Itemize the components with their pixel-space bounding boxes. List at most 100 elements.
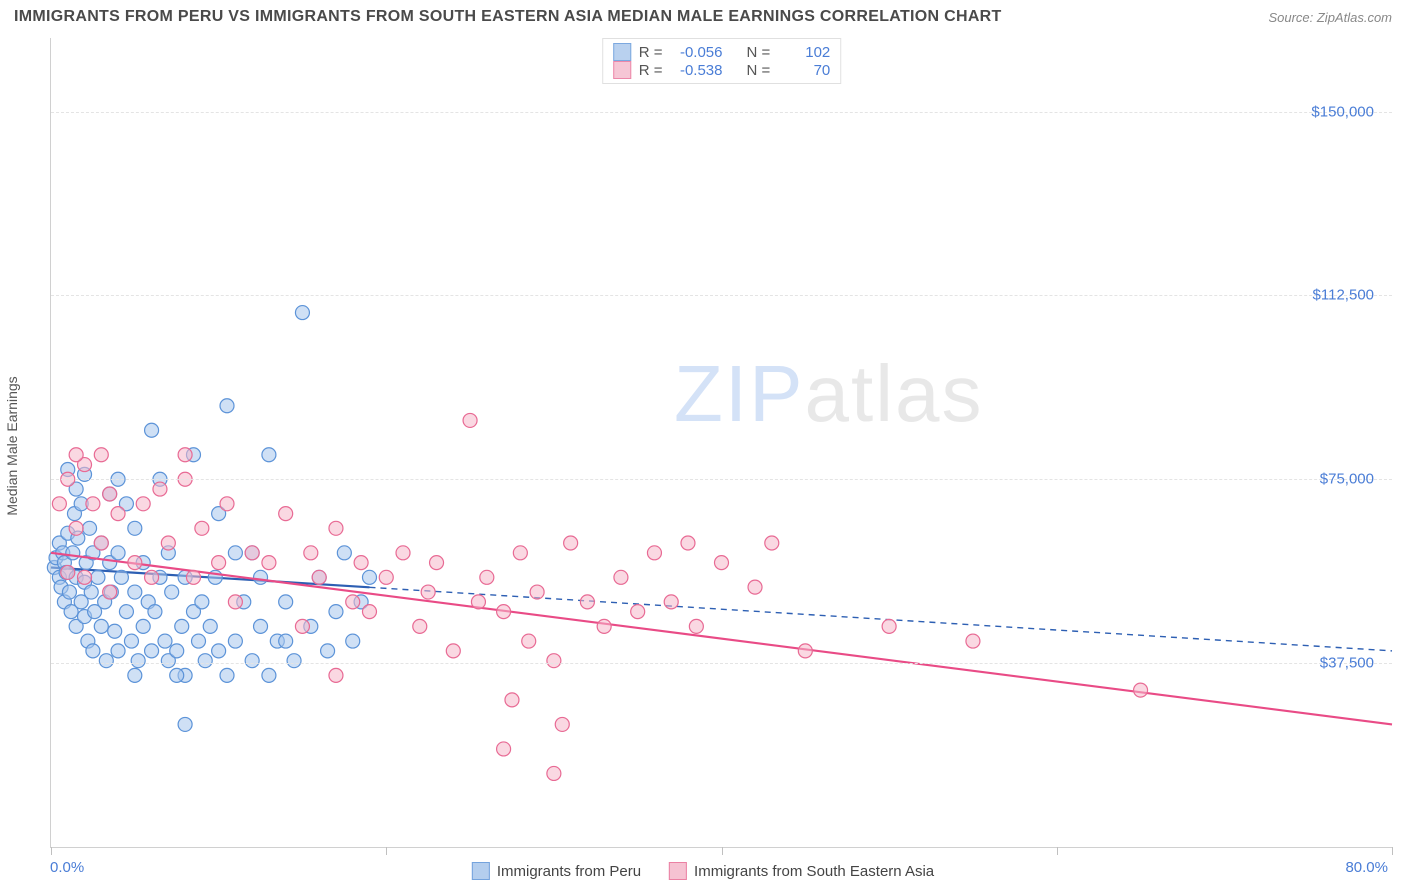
scatter-svg xyxy=(51,38,1392,847)
data-point xyxy=(52,497,66,511)
r-label: R = xyxy=(639,62,663,79)
data-point xyxy=(555,717,569,731)
data-point xyxy=(69,448,83,462)
data-point xyxy=(279,634,293,648)
x-tick xyxy=(386,847,387,855)
data-point xyxy=(148,605,162,619)
data-point xyxy=(131,654,145,668)
data-point xyxy=(228,634,242,648)
data-point xyxy=(111,507,125,521)
data-point xyxy=(513,546,527,560)
data-point xyxy=(145,423,159,437)
data-point xyxy=(295,619,309,633)
data-point xyxy=(798,644,812,658)
data-point xyxy=(664,595,678,609)
data-point xyxy=(192,634,206,648)
data-point xyxy=(178,717,192,731)
data-point xyxy=(145,570,159,584)
gridline xyxy=(51,295,1392,296)
data-point xyxy=(966,634,980,648)
data-point xyxy=(304,546,318,560)
data-point xyxy=(228,546,242,560)
data-point xyxy=(203,619,217,633)
data-point xyxy=(128,521,142,535)
data-point xyxy=(153,482,167,496)
data-point xyxy=(497,605,511,619)
gridline xyxy=(51,479,1392,480)
legend-swatch xyxy=(613,43,631,61)
data-point xyxy=(547,654,561,668)
x-tick xyxy=(1392,847,1393,855)
data-point xyxy=(329,521,343,535)
data-point xyxy=(84,585,98,599)
source-attribution: Source: ZipAtlas.com xyxy=(1268,10,1392,25)
data-point xyxy=(212,644,226,658)
data-point xyxy=(321,644,335,658)
data-point xyxy=(99,654,113,668)
data-point xyxy=(170,644,184,658)
n-label: N = xyxy=(747,44,771,61)
legend-swatch xyxy=(613,61,631,79)
data-point xyxy=(564,536,578,550)
data-point xyxy=(119,605,133,619)
data-point xyxy=(413,619,427,633)
legend-swatch xyxy=(669,862,687,880)
data-point xyxy=(245,654,259,668)
data-point xyxy=(94,448,108,462)
data-point xyxy=(396,546,410,560)
data-point xyxy=(421,585,435,599)
data-point xyxy=(83,521,97,535)
chart-title: IMMIGRANTS FROM PERU VS IMMIGRANTS FROM … xyxy=(14,8,1002,26)
correlation-legend-row: R =-0.538N =70 xyxy=(613,61,831,79)
data-point xyxy=(91,570,105,584)
gridline xyxy=(51,663,1392,664)
data-point xyxy=(614,570,628,584)
legend-item: Immigrants from Peru xyxy=(472,862,641,880)
data-point xyxy=(689,619,703,633)
title-bar: IMMIGRANTS FROM PERU VS IMMIGRANTS FROM … xyxy=(0,0,1406,32)
data-point xyxy=(136,497,150,511)
correlation-legend: R =-0.056N =102R =-0.538N =70 xyxy=(602,38,842,84)
correlation-legend-row: R =-0.056N =102 xyxy=(613,43,831,61)
data-point xyxy=(245,546,259,560)
data-point xyxy=(136,619,150,633)
data-point xyxy=(198,654,212,668)
x-tick xyxy=(51,847,52,855)
data-point xyxy=(220,497,234,511)
plot-area: ZIPatlas R =-0.056N =102R =-0.538N =70 $… xyxy=(50,38,1392,848)
data-point xyxy=(295,306,309,320)
y-tick-label: $150,000 xyxy=(1311,103,1374,120)
data-point xyxy=(86,497,100,511)
data-point xyxy=(114,570,128,584)
data-point xyxy=(471,595,485,609)
data-point xyxy=(346,634,360,648)
x-tick xyxy=(722,847,723,855)
data-point xyxy=(354,556,368,570)
data-point xyxy=(631,605,645,619)
y-tick-label: $37,500 xyxy=(1320,655,1374,672)
data-point xyxy=(681,536,695,550)
data-point xyxy=(170,668,184,682)
data-point xyxy=(346,595,360,609)
data-point xyxy=(312,570,326,584)
data-point xyxy=(748,580,762,594)
data-point xyxy=(362,570,376,584)
data-point xyxy=(597,619,611,633)
data-point xyxy=(580,595,594,609)
data-point xyxy=(108,624,122,638)
data-point xyxy=(463,413,477,427)
data-point xyxy=(480,570,494,584)
trend-line-solid xyxy=(51,553,1392,725)
data-point xyxy=(111,644,125,658)
data-point xyxy=(362,605,376,619)
data-point xyxy=(337,546,351,560)
data-point xyxy=(715,556,729,570)
data-point xyxy=(1134,683,1148,697)
y-axis-label: Median Male Earnings xyxy=(4,376,20,515)
data-point xyxy=(430,556,444,570)
data-point xyxy=(254,570,268,584)
data-point xyxy=(254,619,268,633)
legend-item: Immigrants from South Eastern Asia xyxy=(669,862,934,880)
series-legend: Immigrants from Peru Immigrants from Sout… xyxy=(472,862,934,880)
y-tick-label: $112,500 xyxy=(1313,287,1374,304)
